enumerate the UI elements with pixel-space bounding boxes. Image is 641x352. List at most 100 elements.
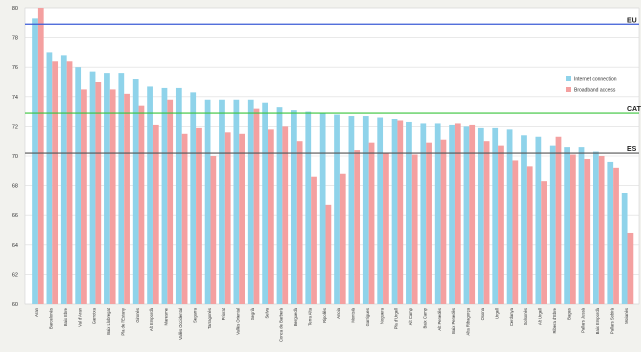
category-label: Segrià [250, 307, 255, 320]
category-label: Pallars Sobirà [609, 307, 614, 334]
bar-internet-connection [104, 73, 110, 305]
category-label: Alt Urgell [538, 308, 543, 325]
category-label: Garrigues [365, 308, 370, 326]
category-label: Aran [34, 307, 39, 317]
category-label: Alt Empordà [149, 307, 154, 331]
y-tick-label: 62 [12, 272, 18, 278]
bar-internet-connection [391, 119, 398, 304]
bar-broadband-access [555, 136, 562, 304]
bar-broadband-access [426, 142, 432, 304]
bar-broadband-access [411, 154, 418, 304]
category-label: Montsià [351, 307, 356, 322]
bar-broadband-access [469, 124, 476, 304]
bar-broadband-access [267, 129, 274, 304]
category-label: Pla d'Urgell [394, 308, 399, 329]
y-tick-label: 70 [12, 154, 18, 160]
bar-internet-connection [291, 110, 297, 305]
bar-internet-connection [578, 147, 585, 304]
bar-broadband-access [124, 93, 130, 304]
y-axis-ticks: 60 62 64 66 68 70 72 74 76 78 80 [12, 6, 18, 308]
bar-broadband-access [498, 145, 504, 304]
bar-internet-connection [276, 107, 283, 304]
category-label: Alt Penedès [437, 308, 442, 331]
bar-internet-connection [247, 99, 254, 304]
category-label: Maresme [164, 307, 169, 325]
bar-broadband-access [282, 126, 289, 305]
bar-broadband-access [354, 150, 361, 304]
bar-internet-connection [377, 117, 384, 305]
y-tick-label: 74 [12, 95, 18, 101]
bar-broadband-access [66, 61, 73, 304]
bar-internet-connection [492, 127, 499, 304]
category-label: Segarra [192, 307, 197, 323]
bar-broadband-access [37, 8, 44, 304]
bar-broadband-access [512, 160, 519, 304]
bar-internet-connection [118, 73, 125, 305]
legend-label: Internet connection [574, 77, 617, 83]
category-label: Bages [566, 308, 571, 320]
category-label: Selva [264, 307, 269, 318]
bar-internet-connection [334, 114, 340, 304]
bar-internet-connection [607, 161, 614, 304]
bar-broadband-access [627, 232, 634, 304]
category-label: Priorat [221, 307, 226, 320]
bar-broadband-access [138, 105, 145, 305]
legend-label: Broadband access [574, 88, 616, 94]
category-label: Ripollès [322, 308, 327, 323]
bar-internet-connection [506, 129, 513, 304]
x-axis-categories: Aran Barcelonès Baix Ebre Val d'Aran Garrotx… [34, 307, 629, 342]
y-tick-label: 64 [12, 243, 18, 249]
bar-internet-connection [262, 102, 268, 304]
bar-internet-connection [132, 79, 139, 304]
reference-label-cat: CAT [627, 106, 641, 113]
category-label: Pallars Jussà [581, 307, 586, 333]
bar-internet-connection [362, 116, 369, 304]
bar-broadband-access [81, 89, 87, 305]
bar-broadband-access [598, 156, 605, 304]
category-label: Anoia [336, 307, 341, 318]
bar-internet-connection [89, 71, 96, 304]
bar-broadband-access [541, 181, 547, 304]
bar-broadband-access [210, 156, 217, 304]
y-tick-label: 66 [12, 213, 18, 219]
category-label: Solsonès [523, 308, 528, 325]
category-label: Alt Camp [408, 307, 413, 325]
category-label: Terra Alta [307, 307, 312, 325]
category-label: Baix Penedès [451, 308, 456, 334]
bar-broadband-access [440, 139, 447, 304]
bar-internet-connection [75, 67, 82, 304]
bar-internet-connection [449, 124, 455, 304]
bar-internet-connection [434, 123, 441, 304]
y-tick-label: 80 [12, 6, 18, 12]
bar-broadband-access [569, 154, 576, 304]
legend-swatch [566, 76, 571, 81]
reference-lines: EU CAT ES [25, 17, 641, 154]
category-label: Pla de l'Estany [120, 307, 125, 335]
bar-internet-connection [420, 123, 427, 304]
category-label: Ribera d'Ebre [552, 307, 557, 333]
bar-internet-connection [60, 55, 67, 304]
bar-internet-connection [593, 151, 599, 304]
bar-broadband-access [339, 173, 346, 304]
bar-broadband-access [526, 166, 533, 304]
y-tick-label: 72 [12, 124, 18, 130]
y-tick-label: 76 [12, 65, 18, 71]
bar-broadband-access [196, 127, 202, 304]
category-label: Conca de Barberà [279, 307, 284, 342]
bar-broadband-access [454, 123, 461, 304]
category-label: Tarragonès [207, 308, 212, 329]
y-tick-label: 60 [12, 302, 18, 308]
legend-swatch [566, 87, 571, 92]
bar-internet-connection [32, 18, 38, 305]
bars [32, 8, 634, 305]
category-label: Vallès Occidental [178, 308, 183, 340]
bar-broadband-access [311, 176, 317, 304]
bar-internet-connection [521, 135, 527, 304]
category-label: Baix Empordà [595, 307, 600, 334]
reference-label-eu: EU [627, 17, 637, 24]
bar-internet-connection [305, 111, 312, 304]
bar-internet-connection [190, 92, 197, 304]
category-label: Moianès [624, 308, 629, 324]
bar-broadband-access [167, 99, 174, 304]
